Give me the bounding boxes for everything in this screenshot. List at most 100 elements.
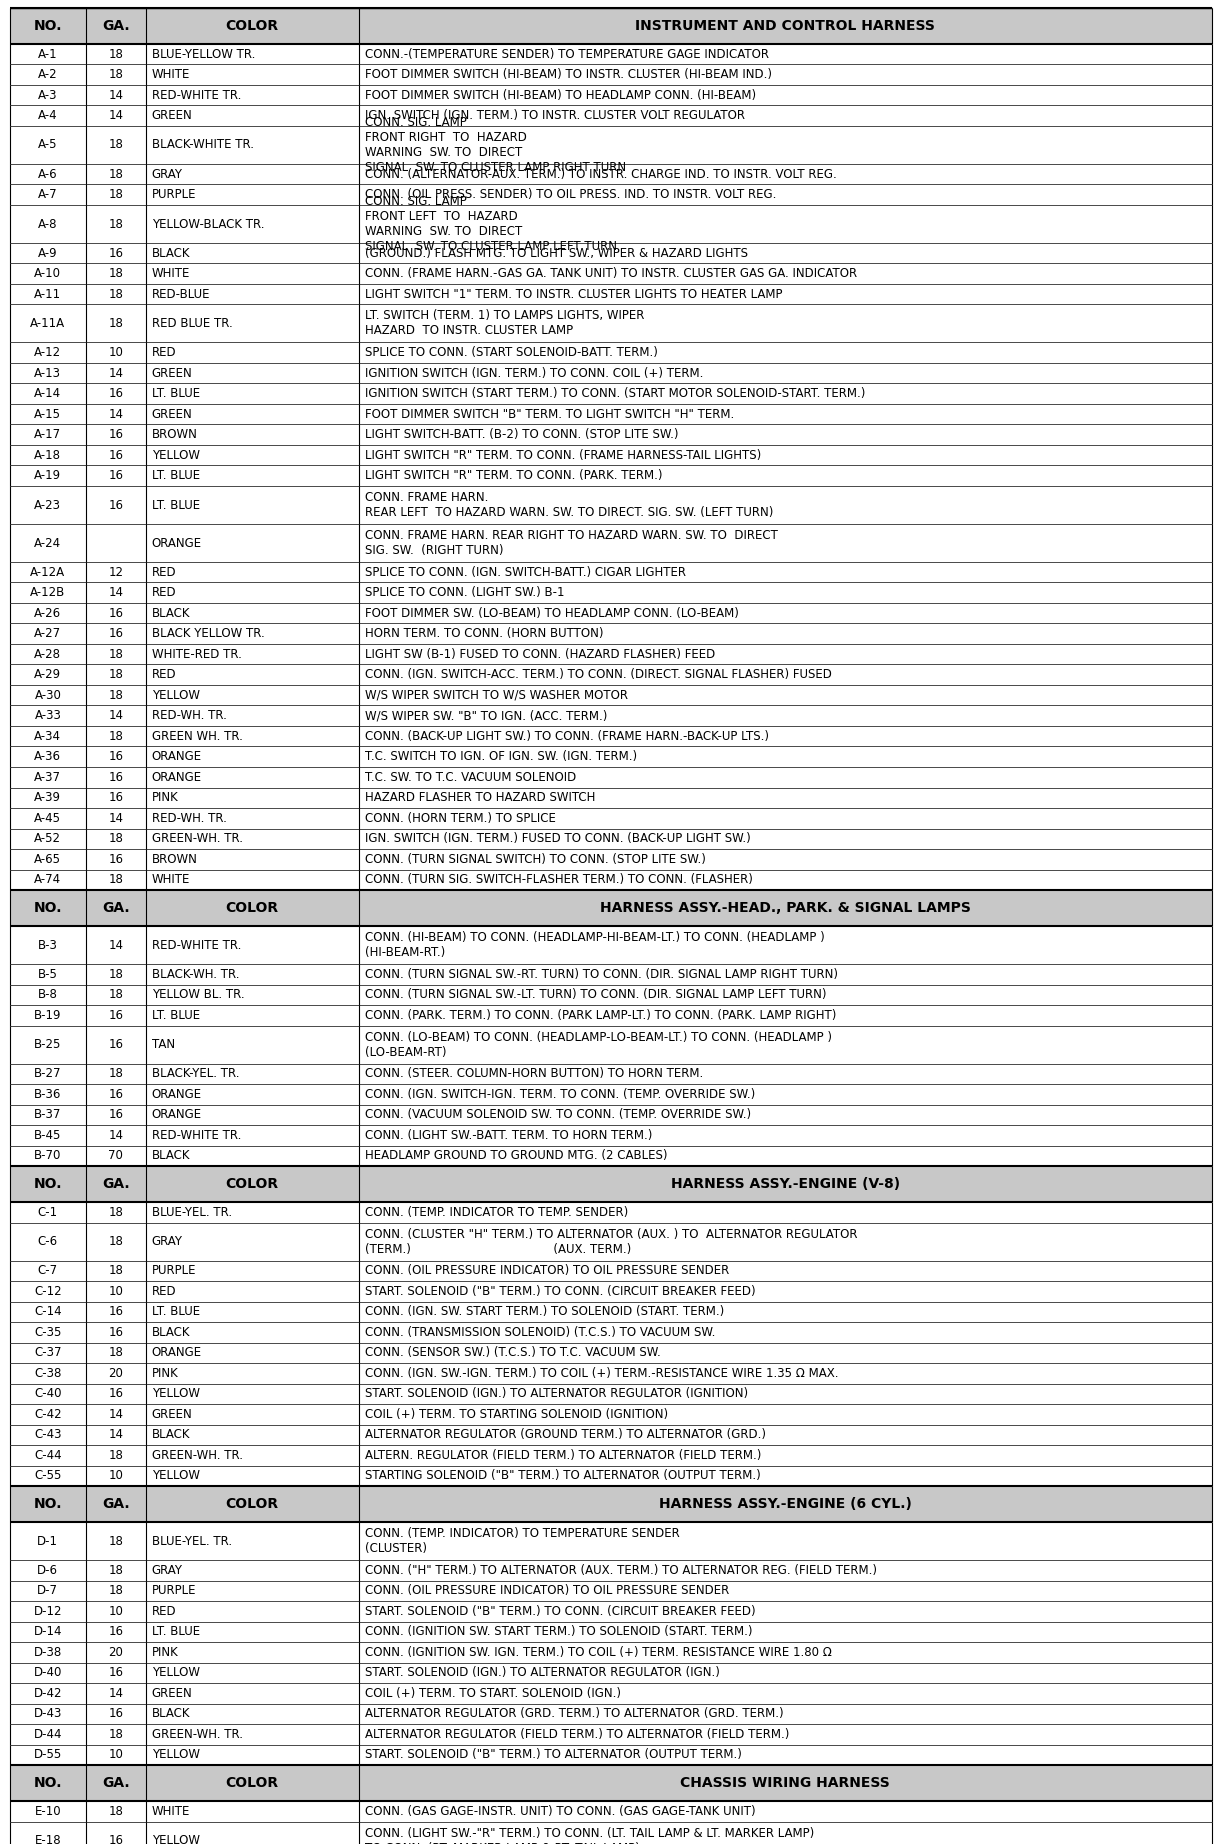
Text: GREEN: GREEN — [152, 1687, 193, 1700]
Text: 14: 14 — [109, 109, 123, 122]
Text: RED: RED — [152, 668, 176, 680]
Text: LT. BLUE: LT. BLUE — [152, 468, 200, 483]
Text: 70: 70 — [109, 1149, 123, 1162]
Text: A-13: A-13 — [34, 367, 61, 380]
Text: CONN. (IGN. SWITCH-IGN. TERM. TO CONN. (TEMP. OVERRIDE SW.): CONN. (IGN. SWITCH-IGN. TERM. TO CONN. (… — [364, 1088, 755, 1101]
Bar — [10, 562, 1212, 583]
Text: RED: RED — [152, 1285, 176, 1298]
Text: D-44: D-44 — [34, 1728, 62, 1741]
Text: D-42: D-42 — [34, 1687, 62, 1700]
Text: A-12B: A-12B — [31, 586, 66, 599]
Text: A-34: A-34 — [34, 730, 61, 743]
Text: CONN. (LIGHT SW.-"R" TERM.) TO CONN. (LT. TAIL LAMP & LT. MARKER LAMP)
TO CONN. : CONN. (LIGHT SW.-"R" TERM.) TO CONN. (LT… — [364, 1827, 814, 1844]
Text: NO.: NO. — [34, 1776, 62, 1791]
Text: CONN. (BACK-UP LIGHT SW.) TO CONN. (FRAME HARN.-BACK-UP LTS.): CONN. (BACK-UP LIGHT SW.) TO CONN. (FRAM… — [364, 730, 769, 743]
Text: 10: 10 — [109, 1604, 123, 1617]
Bar — [10, 125, 1212, 164]
Text: 18: 18 — [109, 1584, 123, 1597]
Text: A-11: A-11 — [34, 288, 61, 301]
Text: PINK: PINK — [152, 791, 178, 804]
Text: PURPLE: PURPLE — [152, 1584, 197, 1597]
Text: GA.: GA. — [101, 1497, 130, 1510]
Text: A-37: A-37 — [34, 771, 61, 784]
Text: 18: 18 — [109, 647, 123, 660]
Text: 18: 18 — [109, 668, 123, 680]
Text: BLACK-YEL. TR.: BLACK-YEL. TR. — [152, 1068, 240, 1081]
Text: B-5: B-5 — [38, 968, 57, 981]
Text: 18: 18 — [109, 988, 123, 1001]
Text: A-28: A-28 — [34, 647, 61, 660]
Bar — [10, 284, 1212, 304]
Text: LIGHT SW (B-1) FUSED TO CONN. (HAZARD FLASHER) FEED: LIGHT SW (B-1) FUSED TO CONN. (HAZARD FL… — [364, 647, 715, 660]
Text: CONN.-(TEMPERATURE SENDER) TO TEMPERATURE GAGE INDICATOR: CONN.-(TEMPERATURE SENDER) TO TEMPERATUR… — [364, 48, 769, 61]
Text: CONN. (SENSOR SW.) (T.C.S.) TO T.C. VACUUM SW.: CONN. (SENSOR SW.) (T.C.S.) TO T.C. VACU… — [364, 1346, 660, 1359]
Bar — [10, 444, 1212, 465]
Text: 16: 16 — [109, 607, 123, 620]
Text: WHITE: WHITE — [152, 1805, 191, 1818]
Text: COLOR: COLOR — [226, 902, 279, 915]
Text: SPLICE TO CONN. (LIGHT SW.) B-1: SPLICE TO CONN. (LIGHT SW.) B-1 — [364, 586, 565, 599]
Bar — [10, 1403, 1212, 1425]
Text: BLACK: BLACK — [152, 1708, 191, 1720]
Bar — [10, 1165, 1212, 1202]
Text: A-5: A-5 — [38, 138, 57, 151]
Text: PURPLE: PURPLE — [152, 1265, 197, 1278]
Text: A-33: A-33 — [34, 710, 61, 723]
Text: 14: 14 — [109, 367, 123, 380]
Text: GRAY: GRAY — [152, 1235, 183, 1248]
Text: A-7: A-7 — [38, 188, 57, 201]
Text: START. SOLENOID ("B" TERM.) TO CONN. (CIRCUIT BREAKER FEED): START. SOLENOID ("B" TERM.) TO CONN. (CI… — [364, 1604, 755, 1617]
Text: D-14: D-14 — [34, 1625, 62, 1637]
Text: 18: 18 — [109, 690, 123, 703]
Text: D-6: D-6 — [38, 1564, 59, 1577]
Text: 20: 20 — [109, 1366, 123, 1379]
Text: CONN. (LIGHT SW.-BATT. TERM. TO HORN TERM.): CONN. (LIGHT SW.-BATT. TERM. TO HORN TER… — [364, 1129, 653, 1141]
Bar — [10, 1601, 1212, 1621]
Text: A-8: A-8 — [38, 218, 57, 230]
Text: 18: 18 — [109, 1206, 123, 1219]
Text: RED: RED — [152, 1604, 176, 1617]
Text: E-10: E-10 — [34, 1805, 61, 1818]
Text: GREEN: GREEN — [152, 408, 193, 420]
Text: START. SOLENOID (IGN.) TO ALTERNATOR REGULATOR (IGNITION): START. SOLENOID (IGN.) TO ALTERNATOR REG… — [364, 1387, 748, 1400]
Text: 18: 18 — [109, 48, 123, 61]
Text: 18: 18 — [109, 730, 123, 743]
Text: A-14: A-14 — [34, 387, 61, 400]
Text: D-7: D-7 — [38, 1584, 59, 1597]
Text: C-7: C-7 — [38, 1265, 57, 1278]
Bar — [10, 404, 1212, 424]
Text: RED-WHITE TR.: RED-WHITE TR. — [152, 1129, 241, 1141]
Bar — [10, 384, 1212, 404]
Text: 16: 16 — [109, 1326, 123, 1339]
Text: W/S WIPER SWITCH TO W/S WASHER MOTOR: W/S WIPER SWITCH TO W/S WASHER MOTOR — [364, 690, 628, 703]
Text: BLACK-WH. TR.: BLACK-WH. TR. — [152, 968, 240, 981]
Text: B-25: B-25 — [34, 1038, 61, 1051]
Text: CONN. SIG. LAMP
FRONT LEFT  TO  HAZARD
WARNING  SW. TO  DIRECT
SIGNAL  SW. TO CL: CONN. SIG. LAMP FRONT LEFT TO HAZARD WAR… — [364, 195, 617, 253]
Text: CONN. (OIL PRESS. SENDER) TO OIL PRESS. IND. TO INSTR. VOLT REG.: CONN. (OIL PRESS. SENDER) TO OIL PRESS. … — [364, 188, 776, 201]
Text: C-6: C-6 — [38, 1235, 57, 1248]
Text: GRAY: GRAY — [152, 1564, 183, 1577]
Text: A-19: A-19 — [34, 468, 61, 483]
Text: 10: 10 — [109, 1285, 123, 1298]
Bar — [10, 891, 1212, 926]
Bar — [10, 1744, 1212, 1765]
Text: GREEN: GREEN — [152, 1407, 193, 1420]
Text: A-3: A-3 — [38, 89, 57, 101]
Text: A-45: A-45 — [34, 811, 61, 824]
Text: 18: 18 — [109, 188, 123, 201]
Text: WHITE: WHITE — [152, 267, 191, 280]
Text: (GROUND.) FLASH MTG. TO LIGHT SW., WIPER & HAZARD LIGHTS: (GROUND.) FLASH MTG. TO LIGHT SW., WIPER… — [364, 247, 748, 260]
Bar — [10, 1363, 1212, 1383]
Text: YELLOW: YELLOW — [152, 1835, 200, 1844]
Bar — [10, 1704, 1212, 1724]
Bar — [10, 1064, 1212, 1084]
Text: 16: 16 — [109, 1625, 123, 1637]
Text: CONN. (CLUSTER "H" TERM.) TO ALTERNATOR (AUX. ) TO  ALTERNATOR REGULATOR
(TERM.): CONN. (CLUSTER "H" TERM.) TO ALTERNATOR … — [364, 1228, 857, 1256]
Text: ALTERNATOR REGULATOR (FIELD TERM.) TO ALTERNATOR (FIELD TERM.): ALTERNATOR REGULATOR (FIELD TERM.) TO AL… — [364, 1728, 789, 1741]
Text: CONN. (PARK. TERM.) TO CONN. (PARK LAMP-LT.) TO CONN. (PARK. LAMP RIGHT): CONN. (PARK. TERM.) TO CONN. (PARK LAMP-… — [364, 1009, 836, 1022]
Text: NO.: NO. — [34, 1176, 62, 1191]
Bar — [10, 1261, 1212, 1282]
Bar — [10, 1466, 1212, 1486]
Text: C-44: C-44 — [34, 1449, 61, 1462]
Text: CONN. (TURN SIGNAL SW.-LT. TURN) TO CONN. (DIR. SIGNAL LAMP LEFT TURN): CONN. (TURN SIGNAL SW.-LT. TURN) TO CONN… — [364, 988, 826, 1001]
